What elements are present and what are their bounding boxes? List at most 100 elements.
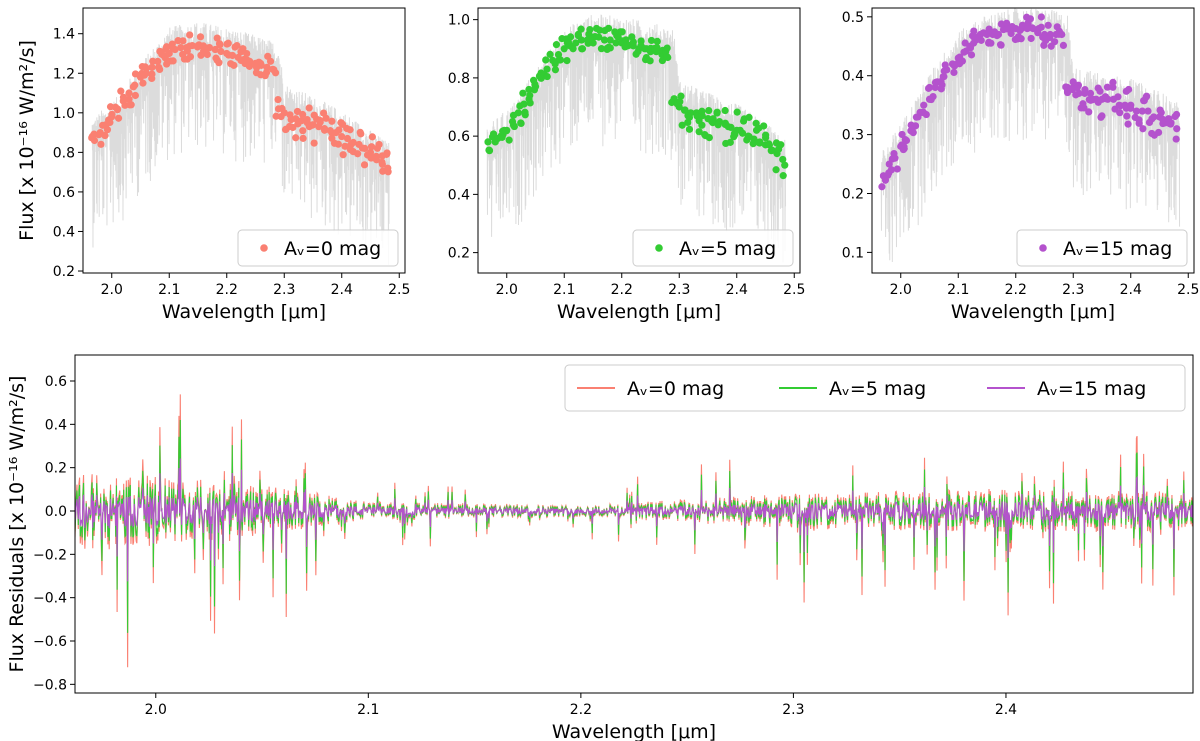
data-point [919, 108, 928, 116]
data-point [779, 155, 787, 164]
data-point [233, 42, 241, 50]
data-point [299, 110, 307, 119]
data-point [604, 24, 613, 32]
y-tick-label: 1.4 [53, 27, 75, 43]
data-point [341, 142, 349, 150]
data-point [621, 43, 629, 51]
data-point [755, 139, 763, 147]
data-point [612, 39, 620, 47]
data-point [1037, 13, 1045, 21]
data-point [777, 141, 785, 149]
data-point [925, 84, 933, 92]
data-point [611, 28, 619, 36]
data-point [556, 56, 565, 64]
data-point [163, 60, 171, 68]
data-point [1046, 33, 1054, 42]
data-point [566, 33, 575, 41]
data-point [1075, 89, 1083, 97]
data-point [357, 130, 365, 138]
data-point [1144, 107, 1152, 115]
data-point [1027, 34, 1035, 43]
y-tick-label: 0.8 [448, 71, 470, 87]
y-tick-label: −0.2 [33, 547, 67, 563]
data-point [1158, 115, 1167, 123]
data-point [950, 68, 958, 77]
data-point [772, 166, 780, 174]
x-tick-label: 2.2 [216, 282, 238, 298]
plot-frame [74, 354, 1194, 694]
data-point [322, 114, 330, 122]
data-point [368, 133, 376, 141]
data-point [1164, 115, 1173, 123]
x-axis-label: Wavelength [μm] [557, 301, 721, 323]
data-point [1059, 41, 1068, 50]
data-point [912, 113, 921, 121]
scatter-series [484, 24, 789, 180]
legend-box [632, 229, 794, 267]
data-point [1139, 125, 1147, 133]
data-point [521, 108, 529, 116]
data-point [1037, 23, 1045, 31]
y-tick-label: 0.2 [45, 461, 67, 477]
data-point [1148, 115, 1156, 123]
y-tick-label: −0.4 [33, 591, 67, 607]
data-point [148, 74, 156, 83]
y-tick-label: 0.8 [53, 145, 75, 161]
data-point [149, 57, 157, 65]
data-point [551, 66, 560, 74]
data-point [366, 148, 375, 156]
data-point [525, 85, 533, 94]
y-axis-label: Flux Residuals [x 10⁻¹⁶ W/m²/s] [6, 376, 28, 673]
data-point [618, 28, 626, 36]
data-point [911, 122, 920, 130]
spectrum-panel-av15: Aᵥ=15 mag 2.0 2.1 2.2 2.3 2.4 2.5 0.1 0.2 0.3 0.4 0… [842, 7, 1199, 323]
x-tick-label: 2.5 [1177, 282, 1199, 298]
data-point [502, 127, 511, 135]
data-point [204, 44, 212, 52]
data-point [1154, 128, 1163, 137]
x-tick-label: 2.0 [101, 282, 123, 298]
data-point [749, 139, 757, 148]
data-point [1116, 109, 1124, 117]
data-point [505, 136, 513, 144]
data-point [519, 89, 527, 97]
data-point [606, 36, 614, 44]
data-point [239, 45, 247, 53]
data-point [940, 67, 948, 75]
x-tick-label: 2.3 [273, 282, 295, 298]
scatter-series [878, 13, 1181, 191]
y-tick-label: 1.0 [53, 106, 75, 122]
y-tick-label: 0.0 [45, 504, 67, 520]
data-point [1003, 19, 1011, 27]
data-point [577, 25, 585, 33]
data-point [297, 117, 306, 125]
data-point [337, 119, 345, 127]
data-point [131, 91, 139, 100]
data-point [127, 101, 135, 109]
data-point [372, 156, 381, 164]
data-point [552, 41, 561, 49]
data-point [1086, 89, 1095, 97]
data-point [520, 100, 528, 108]
data-point [88, 134, 96, 142]
data-point [920, 101, 928, 109]
plot-area [75, 394, 1193, 668]
legend: Aᵥ=15 mag [1016, 229, 1188, 267]
data-point [125, 95, 133, 103]
y-tick-label: 0.2 [842, 187, 864, 203]
data-point [343, 124, 351, 133]
data-point [339, 151, 347, 159]
data-point [705, 106, 713, 115]
data-point [1132, 107, 1141, 115]
data-point [293, 107, 302, 116]
data-point [498, 133, 506, 141]
data-point [186, 31, 194, 39]
data-point [360, 161, 369, 169]
data-point [223, 40, 231, 48]
data-point [299, 127, 307, 135]
legend: Aᵥ=0 mag [237, 229, 399, 267]
data-point [193, 43, 202, 51]
scatter-series [88, 31, 392, 176]
x-tick-label: 2.1 [158, 282, 180, 298]
data-point [1173, 125, 1181, 133]
